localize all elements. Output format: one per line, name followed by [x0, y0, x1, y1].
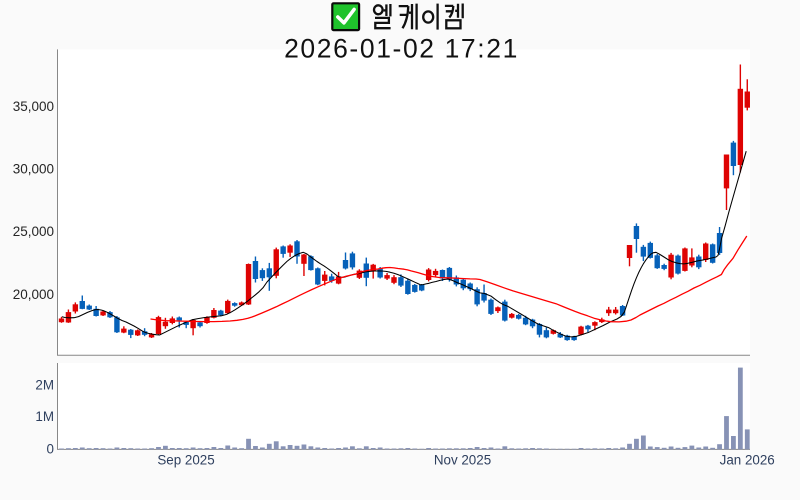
- svg-text:20,000: 20,000: [13, 287, 54, 302]
- svg-text:25,000: 25,000: [13, 224, 54, 239]
- svg-text:1M: 1M: [35, 409, 54, 424]
- svg-text:Nov 2025: Nov 2025: [434, 453, 491, 468]
- svg-text:35,000: 35,000: [13, 99, 54, 114]
- svg-text:0: 0: [47, 442, 54, 457]
- svg-text:Sep 2025: Sep 2025: [157, 453, 214, 468]
- svg-text:2026-01-02 17:21: 2026-01-02 17:21: [284, 34, 519, 64]
- svg-text:Jan 2026: Jan 2026: [720, 453, 775, 468]
- svg-text:2M: 2M: [35, 378, 54, 393]
- svg-text:30,000: 30,000: [13, 161, 54, 176]
